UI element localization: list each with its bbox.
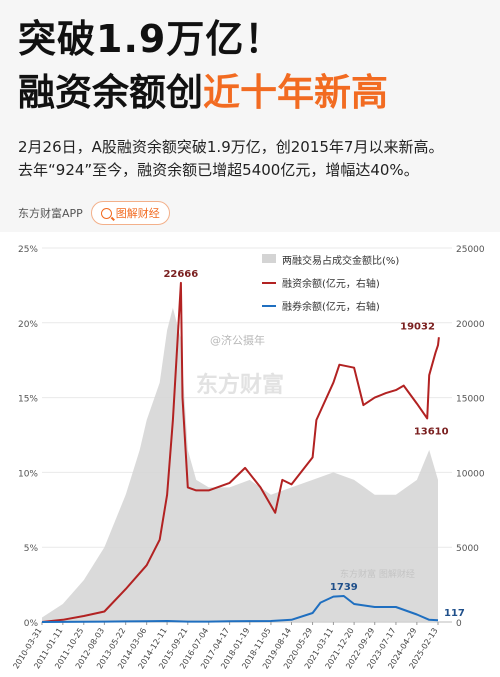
app-bar: 东方财富APP 图解财经	[18, 200, 170, 226]
y-right-tick-label: 25000	[456, 245, 485, 255]
headline: 突破1.9万亿！	[18, 17, 284, 61]
legend-entry: 融资余额(亿元，右轴)	[282, 277, 380, 290]
data-label: 22666	[163, 269, 198, 280]
margin-balance-chart: 0% 5% 10% 15% 20% 25% 0 5000 10000 15000 20000 2500…	[11, 245, 485, 670]
chart-panel: 0% 5% 10% 15% 20% 25% 0 5000 10000 15000 20000 2500…	[0, 232, 500, 677]
y-right-tick-label: 0	[456, 619, 462, 629]
watermark: 东方财富 图解财经	[340, 568, 415, 580]
y-right-tick-label: 10000	[456, 469, 485, 479]
watermark: 东方财富	[196, 372, 284, 398]
y-right-tick-label: 15000	[456, 395, 485, 405]
series-area-trading-share	[42, 307, 438, 622]
app-name: 东方财富APP	[18, 207, 83, 220]
description-line-2: 去年“924”至今，融资余额已增超5400亿元，增幅达40%。	[18, 161, 419, 179]
series-line-margin-financing	[41, 281, 440, 623]
y-left-tick-label: 0%	[24, 619, 39, 629]
legend-entry: 两融交易占成交金额比(%)	[282, 254, 399, 267]
y-right-tick-label: 20000	[456, 320, 485, 330]
data-label: 117	[444, 608, 465, 619]
data-label: 13610	[414, 426, 449, 437]
series-line-securities-lending	[41, 595, 439, 623]
subheadline-black: 融资余额创	[18, 71, 203, 114]
y-right-tick-label: 5000	[456, 544, 479, 554]
data-label: 1739	[330, 582, 358, 593]
y-left-tick-label: 20%	[18, 320, 38, 330]
y-left-tick-label: 25%	[18, 245, 38, 255]
graphic-finance-button[interactable]: 图解财经	[90, 201, 170, 225]
description-line-1: 2月26日，A股融资余额突破1.9万亿，创2015年7月以来新高。	[18, 138, 444, 156]
subheadline-orange: 近十年新高	[203, 71, 388, 114]
legend-entry: 融券余额(亿元，右轴)	[282, 300, 380, 313]
subheadline: 融资余额创近十年新高	[18, 62, 388, 116]
y-left-tick-label: 15%	[18, 395, 38, 405]
search-icon	[100, 207, 112, 219]
data-label: 19032	[400, 321, 435, 332]
graphic-finance-button-label: 图解财经	[115, 207, 160, 220]
y-left-tick-label: 5%	[24, 544, 39, 554]
legend-swatch	[262, 254, 276, 263]
watermark: @济公摄年	[210, 333, 265, 347]
y-left-tick-label: 10%	[18, 469, 38, 479]
description: 2月26日，A股融资余额突破1.9万亿，创2015年7月以来新高。 去年“924…	[18, 136, 488, 182]
